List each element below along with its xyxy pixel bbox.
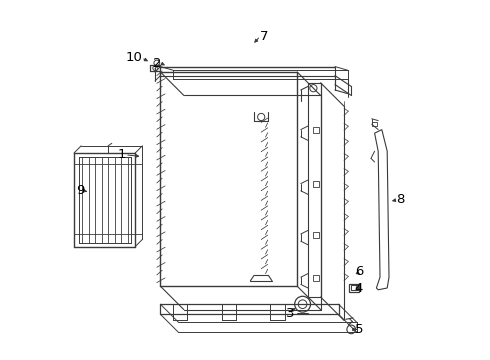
- Text: 6: 6: [355, 265, 363, 278]
- Text: 10: 10: [125, 51, 143, 64]
- Text: 8: 8: [396, 193, 405, 206]
- Text: 5: 5: [355, 323, 363, 336]
- Text: 4: 4: [355, 282, 363, 294]
- Text: 7: 7: [259, 30, 268, 42]
- Text: 3: 3: [286, 307, 294, 320]
- Text: 1: 1: [118, 148, 126, 161]
- Text: 9: 9: [76, 184, 85, 197]
- Text: 2: 2: [153, 57, 162, 69]
